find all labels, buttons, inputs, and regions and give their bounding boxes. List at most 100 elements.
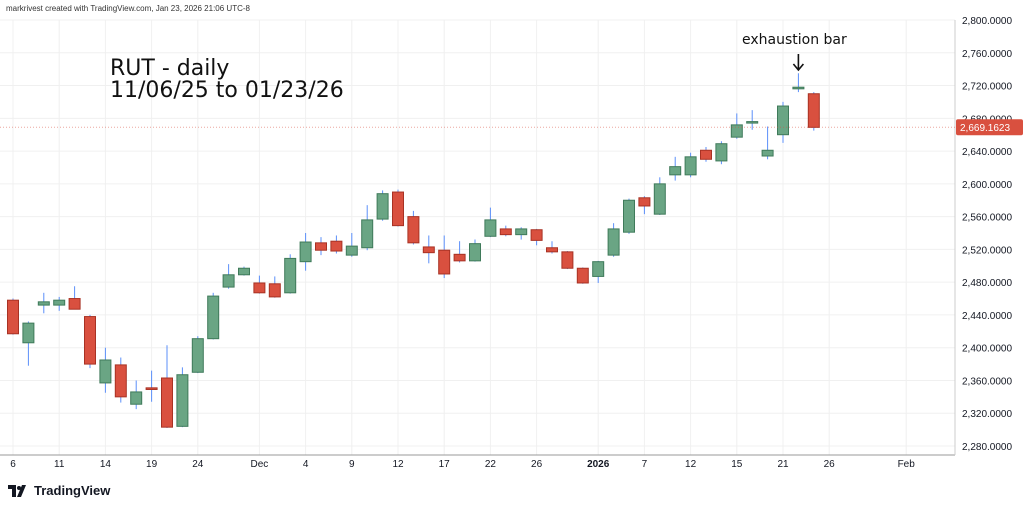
candle-body (607, 228, 620, 256)
annotation-label: exhaustion bar (742, 32, 847, 48)
candle-2025-12-12 (392, 189, 404, 227)
candle-body (700, 149, 712, 160)
candle-2025-11-24 (191, 336, 204, 374)
candle-body (746, 121, 759, 124)
candle-body (422, 246, 435, 254)
candle-body (376, 193, 389, 220)
candle-body (315, 242, 327, 251)
candle-body (576, 267, 589, 284)
candle-body (299, 241, 312, 263)
candle-2025-12-23 (499, 225, 512, 237)
x-tick-label: 7 (642, 459, 648, 470)
candle-2025-12-03 (284, 254, 297, 294)
candle-2025-12-24 (515, 227, 528, 240)
candle-body (84, 316, 96, 365)
candle-body (684, 156, 697, 176)
candle-2026-01-15 (730, 113, 743, 139)
candle-2025-12-11 (376, 190, 389, 221)
candle-body (792, 86, 805, 90)
candle-2026-01-22 (792, 73, 805, 93)
candle-body (469, 243, 481, 262)
candle-2026-01-12 (684, 152, 697, 178)
y-tick-label: 2,800.0000 (962, 16, 1012, 27)
y-tick-label: 2,360.0000 (962, 376, 1012, 387)
candle-2026-01-23 (807, 92, 820, 131)
y-tick-label: 2,280.0000 (962, 442, 1012, 453)
candle-body (653, 183, 666, 215)
chart-credit: markrivest created with TradingView.com,… (6, 4, 250, 13)
candle-2025-12-08 (330, 235, 343, 254)
candle-body (777, 105, 789, 136)
x-tick-label: 14 (100, 459, 112, 470)
candle-body (638, 197, 651, 207)
chart-title-block: RUT - daily 11/06/25 to 01/23/26 (110, 58, 344, 102)
candle-2025-11-28 (238, 266, 250, 276)
candle-2025-12-16 (422, 235, 435, 264)
tradingview-logo-text: TradingView (34, 483, 111, 498)
candle-2025-12-29 (546, 241, 558, 254)
candle-2025-11-12 (68, 286, 81, 310)
y-tick-label: 2,520.0000 (962, 245, 1012, 256)
candle-2025-12-05 (315, 237, 327, 256)
candle-body (145, 387, 158, 390)
tradingview-logo[interactable]: TradingView (8, 483, 110, 498)
candle-2025-11-13 (84, 314, 96, 369)
x-tick-label: Dec (251, 459, 269, 470)
candle-2026-01-02 (592, 260, 605, 283)
y-tick-label: 2,720.0000 (962, 82, 1012, 93)
candle-body (22, 322, 35, 344)
candle-body (268, 283, 281, 298)
last-price-label: 2,669.1623 (960, 123, 1010, 134)
candle-body (37, 301, 50, 306)
x-tick-label: Feb (898, 459, 916, 470)
candle-2025-11-18 (130, 380, 143, 410)
candle-2026-01-08 (653, 177, 666, 215)
candle-2025-12-02 (268, 276, 281, 298)
candle-2025-11-06 (7, 298, 19, 335)
candle-body (114, 364, 127, 398)
candle-body (68, 298, 81, 310)
candle-body (361, 219, 374, 249)
candle-2025-12-04 (299, 233, 312, 271)
candle-2025-12-22 (484, 207, 497, 238)
candle-2025-12-19 (469, 239, 481, 262)
candle-body (807, 93, 820, 128)
candle-body (392, 191, 404, 227)
x-tick-label: 24 (192, 459, 204, 470)
x-tick-label: 11 (54, 459, 65, 470)
candle-body (499, 228, 512, 236)
candle-body (730, 124, 743, 138)
candle-2025-11-17 (114, 357, 127, 403)
candle-2025-12-15 (407, 210, 420, 245)
candle-2025-11-20 (161, 345, 173, 428)
candle-body (761, 149, 774, 157)
candle-2026-01-16 (746, 110, 759, 130)
x-tick-label: 17 (439, 459, 451, 470)
candle-2025-11-14 (99, 347, 112, 393)
candle-body (453, 253, 466, 262)
candle-2026-01-13 (700, 146, 712, 162)
candle-2025-12-17 (438, 235, 451, 279)
candle-2025-11-11 (53, 296, 66, 311)
x-tick-label: 22 (485, 459, 497, 470)
y-tick-label: 2,760.0000 (962, 49, 1012, 60)
candle-body (330, 240, 343, 252)
candle-body (715, 143, 728, 162)
candle-body (515, 228, 528, 236)
candle-2026-01-14 (715, 141, 728, 165)
candle-body (176, 374, 189, 427)
candle-body (222, 274, 235, 288)
candle-2025-12-31 (576, 267, 589, 284)
chart-title: RUT - daily (110, 56, 230, 81)
y-tick-label: 2,600.0000 (962, 180, 1012, 191)
y-tick-label: 2,440.0000 (962, 311, 1012, 322)
x-tick-label: 6 (10, 459, 16, 470)
y-tick-label: 2,560.0000 (962, 213, 1012, 224)
chart-subtitle: 11/06/25 to 01/23/26 (110, 78, 344, 103)
candle-2026-01-20 (761, 126, 774, 160)
y-tick-label: 2,320.0000 (962, 409, 1012, 420)
candle-2025-11-26 (222, 264, 235, 289)
candle-2025-11-07 (22, 321, 35, 366)
candle-2025-11-25 (207, 292, 220, 340)
